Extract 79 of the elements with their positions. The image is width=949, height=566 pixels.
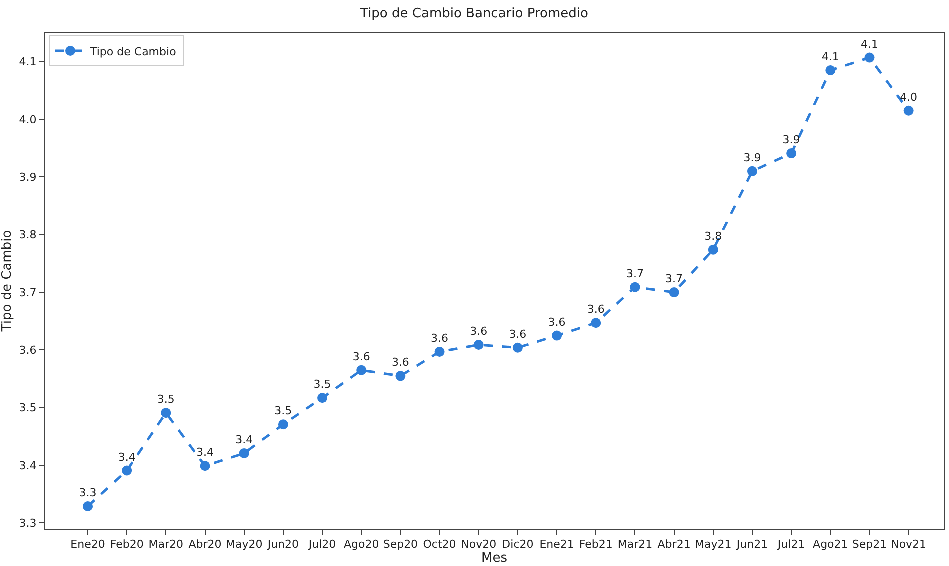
point [474,340,484,350]
point [318,393,328,404]
data-label: 3.3 [79,486,97,500]
data-label: 4.0 [900,90,918,104]
point [708,244,718,255]
data-label: 3.8 [704,230,722,243]
point [552,330,562,341]
data-label: 3.4 [118,450,136,464]
data-label: 3.7 [626,267,644,280]
point [747,166,758,176]
y-axis-title: Tipo de Cambio [0,230,15,333]
point [200,461,210,472]
y-tick-label: 4.1 [19,56,37,69]
x-tick-label: Jul21 [776,538,806,552]
point [278,420,288,430]
data-label: 3.9 [782,134,800,147]
x-tick-label: Ene20 [70,538,106,552]
data-label: 3.4 [236,433,254,446]
x-tick-label: Jun21 [736,538,768,552]
x-tick-label: May20 [226,538,263,552]
point [669,288,680,298]
data-label: 3.6 [548,316,566,329]
x-tick-label: Sep20 [383,538,418,552]
point [786,148,797,159]
x-tick-label: Mar21 [618,538,653,552]
x-tick-label: Ago20 [344,538,380,552]
x-tick-label: Nov20 [461,538,497,552]
x-tick-label: Sep21 [852,538,888,552]
x-tick-label: Feb20 [110,538,144,552]
point [356,365,367,376]
x-tick-label: Jun20 [266,538,300,552]
data-label: 3.5 [314,378,332,392]
data-label: 4.1 [860,38,878,51]
data-label: 3.9 [744,151,762,164]
point [591,318,602,328]
x-tick-label: May21 [695,538,732,552]
data-label: 4.1 [822,50,840,64]
point [826,65,836,76]
x-tick-label: Oct20 [423,538,456,552]
point [83,502,93,512]
x-tick-label: Feb21 [579,538,613,552]
x-tick-label: Ago21 [813,538,848,552]
point [512,342,523,353]
data-label: 3.6 [392,356,410,370]
point [161,408,172,418]
x-tick-label: Ene21 [540,538,574,552]
point [122,466,132,476]
data-label: 3.7 [666,272,684,286]
y-tick-label: 3.3 [19,517,37,530]
x-tick-label: Jul20 [308,538,336,552]
data-label: 3.6 [431,332,449,345]
x-tick-label: Mar20 [148,538,184,552]
point [630,282,640,292]
data-label: 3.6 [352,350,370,364]
data-label: 3.4 [196,446,214,460]
point [396,371,406,382]
data-label: 3.6 [509,328,527,341]
y-tick-label: 3.8 [19,228,37,242]
y-tick-label: 3.7 [19,286,37,300]
x-tick-label: Abr21 [658,538,691,552]
data-label: 3.5 [274,404,292,418]
y-tick-label: 4.0 [19,113,37,126]
legend-label: Tipo de Cambio [89,45,177,58]
x-axis-title: Mes [482,551,508,566]
y-tick-label: 3.5 [19,402,37,415]
data-label: 3.6 [587,303,605,316]
point [239,448,250,458]
data-label: 3.6 [470,325,488,338]
chart-title: Tipo de Cambio Bancario Promedio [360,6,588,22]
point [864,52,875,63]
point [904,106,914,116]
y-tick-label: 3.6 [19,344,37,358]
x-tick-label: Nov21 [891,538,927,552]
y-tick-label: 3.9 [19,171,37,184]
y-tick-label: 3.4 [19,459,37,472]
point [434,346,445,357]
x-tick-label: Abr20 [188,538,222,552]
x-tick-label: Dic20 [502,538,534,552]
data-label: 3.5 [157,393,175,406]
